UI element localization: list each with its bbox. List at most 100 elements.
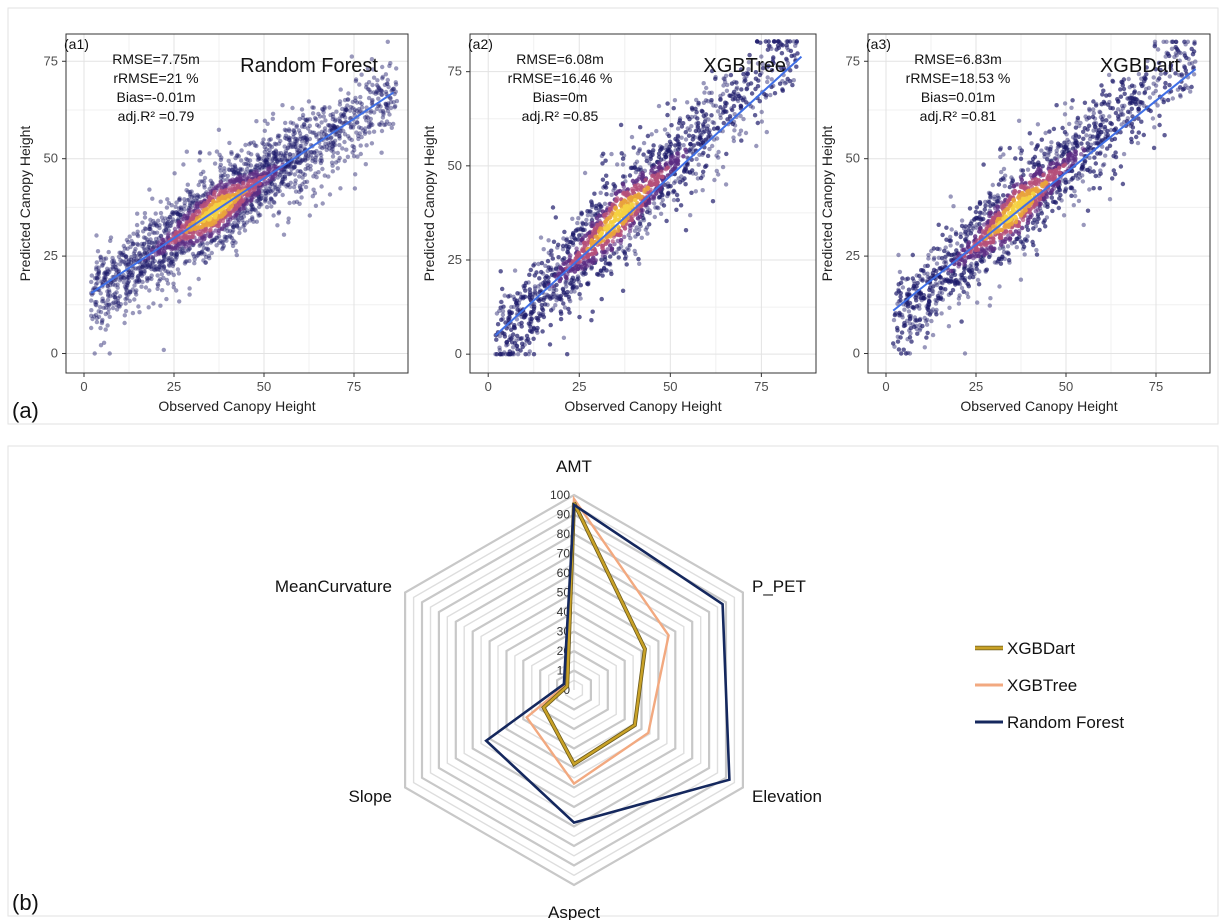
- data-point: [247, 142, 252, 147]
- data-point: [298, 169, 303, 174]
- data-point: [267, 188, 273, 193]
- data-point: [161, 259, 166, 264]
- data-point: [359, 126, 364, 131]
- data-point: [579, 271, 585, 276]
- data-point: [322, 173, 327, 178]
- data-point: [140, 279, 145, 285]
- data-point: [110, 255, 115, 261]
- data-point: [369, 57, 375, 62]
- data-point: [132, 297, 137, 302]
- data-point: [287, 136, 292, 141]
- data-point: [129, 254, 134, 260]
- data-point: [155, 286, 160, 291]
- data-point: [298, 188, 304, 193]
- data-point: [257, 197, 263, 202]
- data-point: [294, 124, 299, 130]
- data-point: [157, 258, 163, 264]
- data-point: [327, 105, 332, 110]
- data-point: [617, 213, 623, 218]
- data-point: [292, 159, 297, 165]
- data-point: [275, 159, 280, 164]
- data-point: [107, 351, 112, 356]
- data-point: [282, 135, 288, 141]
- data-point: [123, 254, 128, 259]
- data-point: [146, 263, 151, 268]
- data-point: [330, 146, 335, 152]
- data-point: [350, 105, 355, 111]
- data-point: [539, 302, 544, 307]
- data-point: [107, 269, 112, 275]
- data-point: [294, 141, 299, 146]
- data-point: [609, 151, 614, 157]
- data-point: [161, 228, 167, 234]
- data-point: [225, 228, 230, 234]
- data-point: [164, 225, 169, 230]
- data-point: [202, 252, 207, 257]
- data-point: [368, 89, 373, 95]
- data-point: [293, 144, 299, 149]
- data-point: [600, 161, 605, 166]
- data-point: [117, 294, 123, 299]
- data-point: [162, 255, 167, 260]
- data-point: [309, 150, 315, 155]
- data-point: [158, 277, 163, 282]
- data-point: [176, 212, 181, 217]
- data-point: [101, 340, 107, 345]
- data-point: [287, 171, 293, 177]
- data-point: [303, 184, 309, 190]
- data-point: [191, 254, 197, 259]
- data-point: [239, 148, 244, 153]
- data-point: [271, 199, 276, 205]
- data-point: [270, 111, 276, 117]
- data-point: [127, 289, 133, 294]
- data-point: [123, 254, 129, 259]
- data-point: [302, 135, 307, 140]
- data-point: [604, 173, 609, 178]
- data-point: [137, 251, 142, 256]
- data-point: [127, 272, 132, 277]
- data-point: [359, 72, 364, 77]
- data-point: [165, 281, 171, 286]
- data-point: [100, 299, 105, 304]
- data-point: [319, 184, 324, 189]
- data-point: [272, 184, 278, 190]
- data-point: [299, 159, 304, 164]
- data-point: [499, 317, 504, 322]
- data-point: [262, 149, 267, 155]
- data-point: [740, 98, 746, 103]
- data-point: [143, 265, 148, 270]
- data-point: [126, 240, 131, 245]
- data-point: [378, 122, 383, 128]
- data-point: [384, 105, 389, 110]
- data-point: [286, 220, 291, 225]
- data-point: [105, 297, 111, 303]
- data-point: [284, 170, 289, 175]
- data-point: [262, 128, 267, 133]
- data-point: [527, 349, 532, 354]
- data-point: [319, 156, 324, 161]
- data-point: [256, 211, 261, 216]
- data-point: [147, 260, 153, 266]
- data-point: [790, 82, 795, 88]
- data-point: [175, 267, 181, 272]
- data-point: [313, 117, 319, 122]
- data-point: [94, 319, 100, 325]
- data-point: [352, 110, 357, 115]
- data-point: [313, 155, 318, 160]
- data-point: [103, 274, 108, 280]
- data-point: [231, 172, 236, 177]
- data-point: [696, 162, 701, 167]
- data-point: [318, 144, 323, 150]
- data-point: [168, 270, 174, 275]
- data-point: [319, 134, 325, 139]
- data-point: [288, 140, 293, 145]
- data-point: [367, 130, 372, 135]
- data-point: [213, 228, 218, 233]
- data-point: [140, 252, 146, 257]
- data-point: [370, 99, 375, 104]
- data-point: [330, 140, 335, 146]
- data-point: [343, 106, 348, 111]
- data-point: [330, 111, 336, 117]
- data-point: [682, 169, 687, 174]
- data-point: [384, 119, 390, 124]
